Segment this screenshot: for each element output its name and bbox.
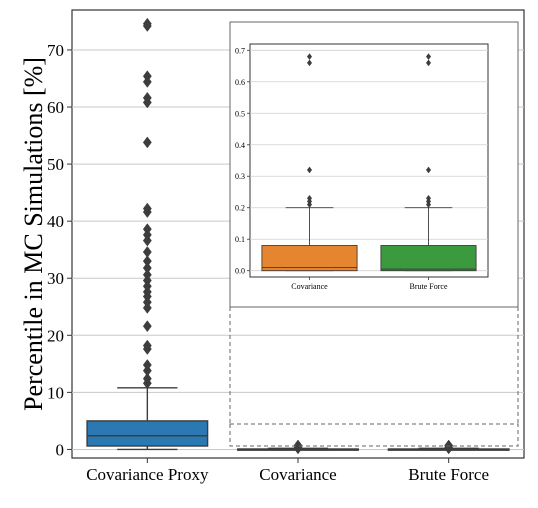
inset-y-tick-label: 0.2 (235, 204, 245, 213)
inset-2-box (380, 245, 477, 272)
inset-plot-area (249, 43, 489, 278)
inset-y-tick-label: 0.6 (235, 78, 245, 87)
inset-y-tick-label: 0.1 (235, 235, 245, 244)
inset-y-tick-label: 0.7 (235, 46, 245, 55)
inset-2-outlier (425, 53, 432, 61)
x-tick-label: Covariance (259, 465, 336, 484)
main-2-outlier (293, 439, 303, 452)
main-1-box (86, 420, 209, 447)
inset-y-tick-label: 0.0 (235, 267, 245, 276)
main-1-outlier (142, 320, 152, 333)
main-1-outlier (142, 255, 152, 268)
inset-y-axis: 0.0 0.1 0.2 0.3 0.4 0.5 0.6 0.7 (235, 46, 250, 276)
inset-2-outlier (425, 59, 432, 67)
main-y-axis: 0 10 20 30 40 50 60 70 (47, 41, 72, 459)
main-1-outlier (142, 262, 152, 274)
y-tick-label: 20 (47, 326, 64, 345)
y-tick-label: 30 (47, 269, 64, 288)
main-1-outlier (142, 91, 152, 104)
y-tick-label: 0 (56, 440, 65, 459)
inset-boxes (261, 53, 477, 272)
y-tick-label: 50 (47, 155, 64, 174)
x-tick-label: Brute Force (408, 465, 489, 484)
inset-2-outlier (425, 166, 432, 174)
y-axis-title: Percentile in MC Simulations [%] (19, 57, 48, 411)
y-tick-label: 40 (47, 212, 64, 231)
main-x-axis: Covariance Proxy Covariance Brute Force (86, 458, 489, 484)
inset-x-axis: Covariance Brute Force (291, 277, 448, 291)
inset-1-outlier (306, 59, 313, 67)
main-1-outlier (142, 136, 152, 149)
main-1-outlier (142, 268, 152, 281)
inset-y-tick-label: 0.5 (235, 109, 245, 118)
inset-1-outlier (306, 53, 313, 61)
inset-x-tick-label: Covariance (291, 282, 328, 291)
main-1-outlier (142, 70, 152, 83)
inset-2-outlier (425, 194, 432, 202)
inset-1-box (261, 245, 358, 272)
inset-x-tick-label: Brute Force (410, 282, 448, 291)
main-boxes (86, 17, 510, 455)
main-1-outlier (142, 202, 152, 215)
main-1-outlier (142, 359, 152, 371)
inset-y-tick-label: 0.4 (235, 141, 245, 150)
inset-1-outlier (306, 166, 313, 174)
main-1-outlier (142, 17, 152, 30)
main-1-outlier (142, 246, 152, 258)
main-1-outlier (142, 372, 152, 385)
main-1-outlier (142, 223, 152, 236)
inset-y-tick-label: 0.3 (235, 172, 245, 181)
y-tick-label: 60 (47, 98, 64, 117)
y-tick-label: 10 (47, 383, 64, 402)
zoom-region-box (229, 423, 519, 447)
main-1-outlier (142, 339, 152, 352)
x-tick-label: Covariance Proxy (86, 465, 209, 484)
y-tick-label: 70 (47, 41, 64, 60)
inset-1-outlier (306, 194, 313, 202)
